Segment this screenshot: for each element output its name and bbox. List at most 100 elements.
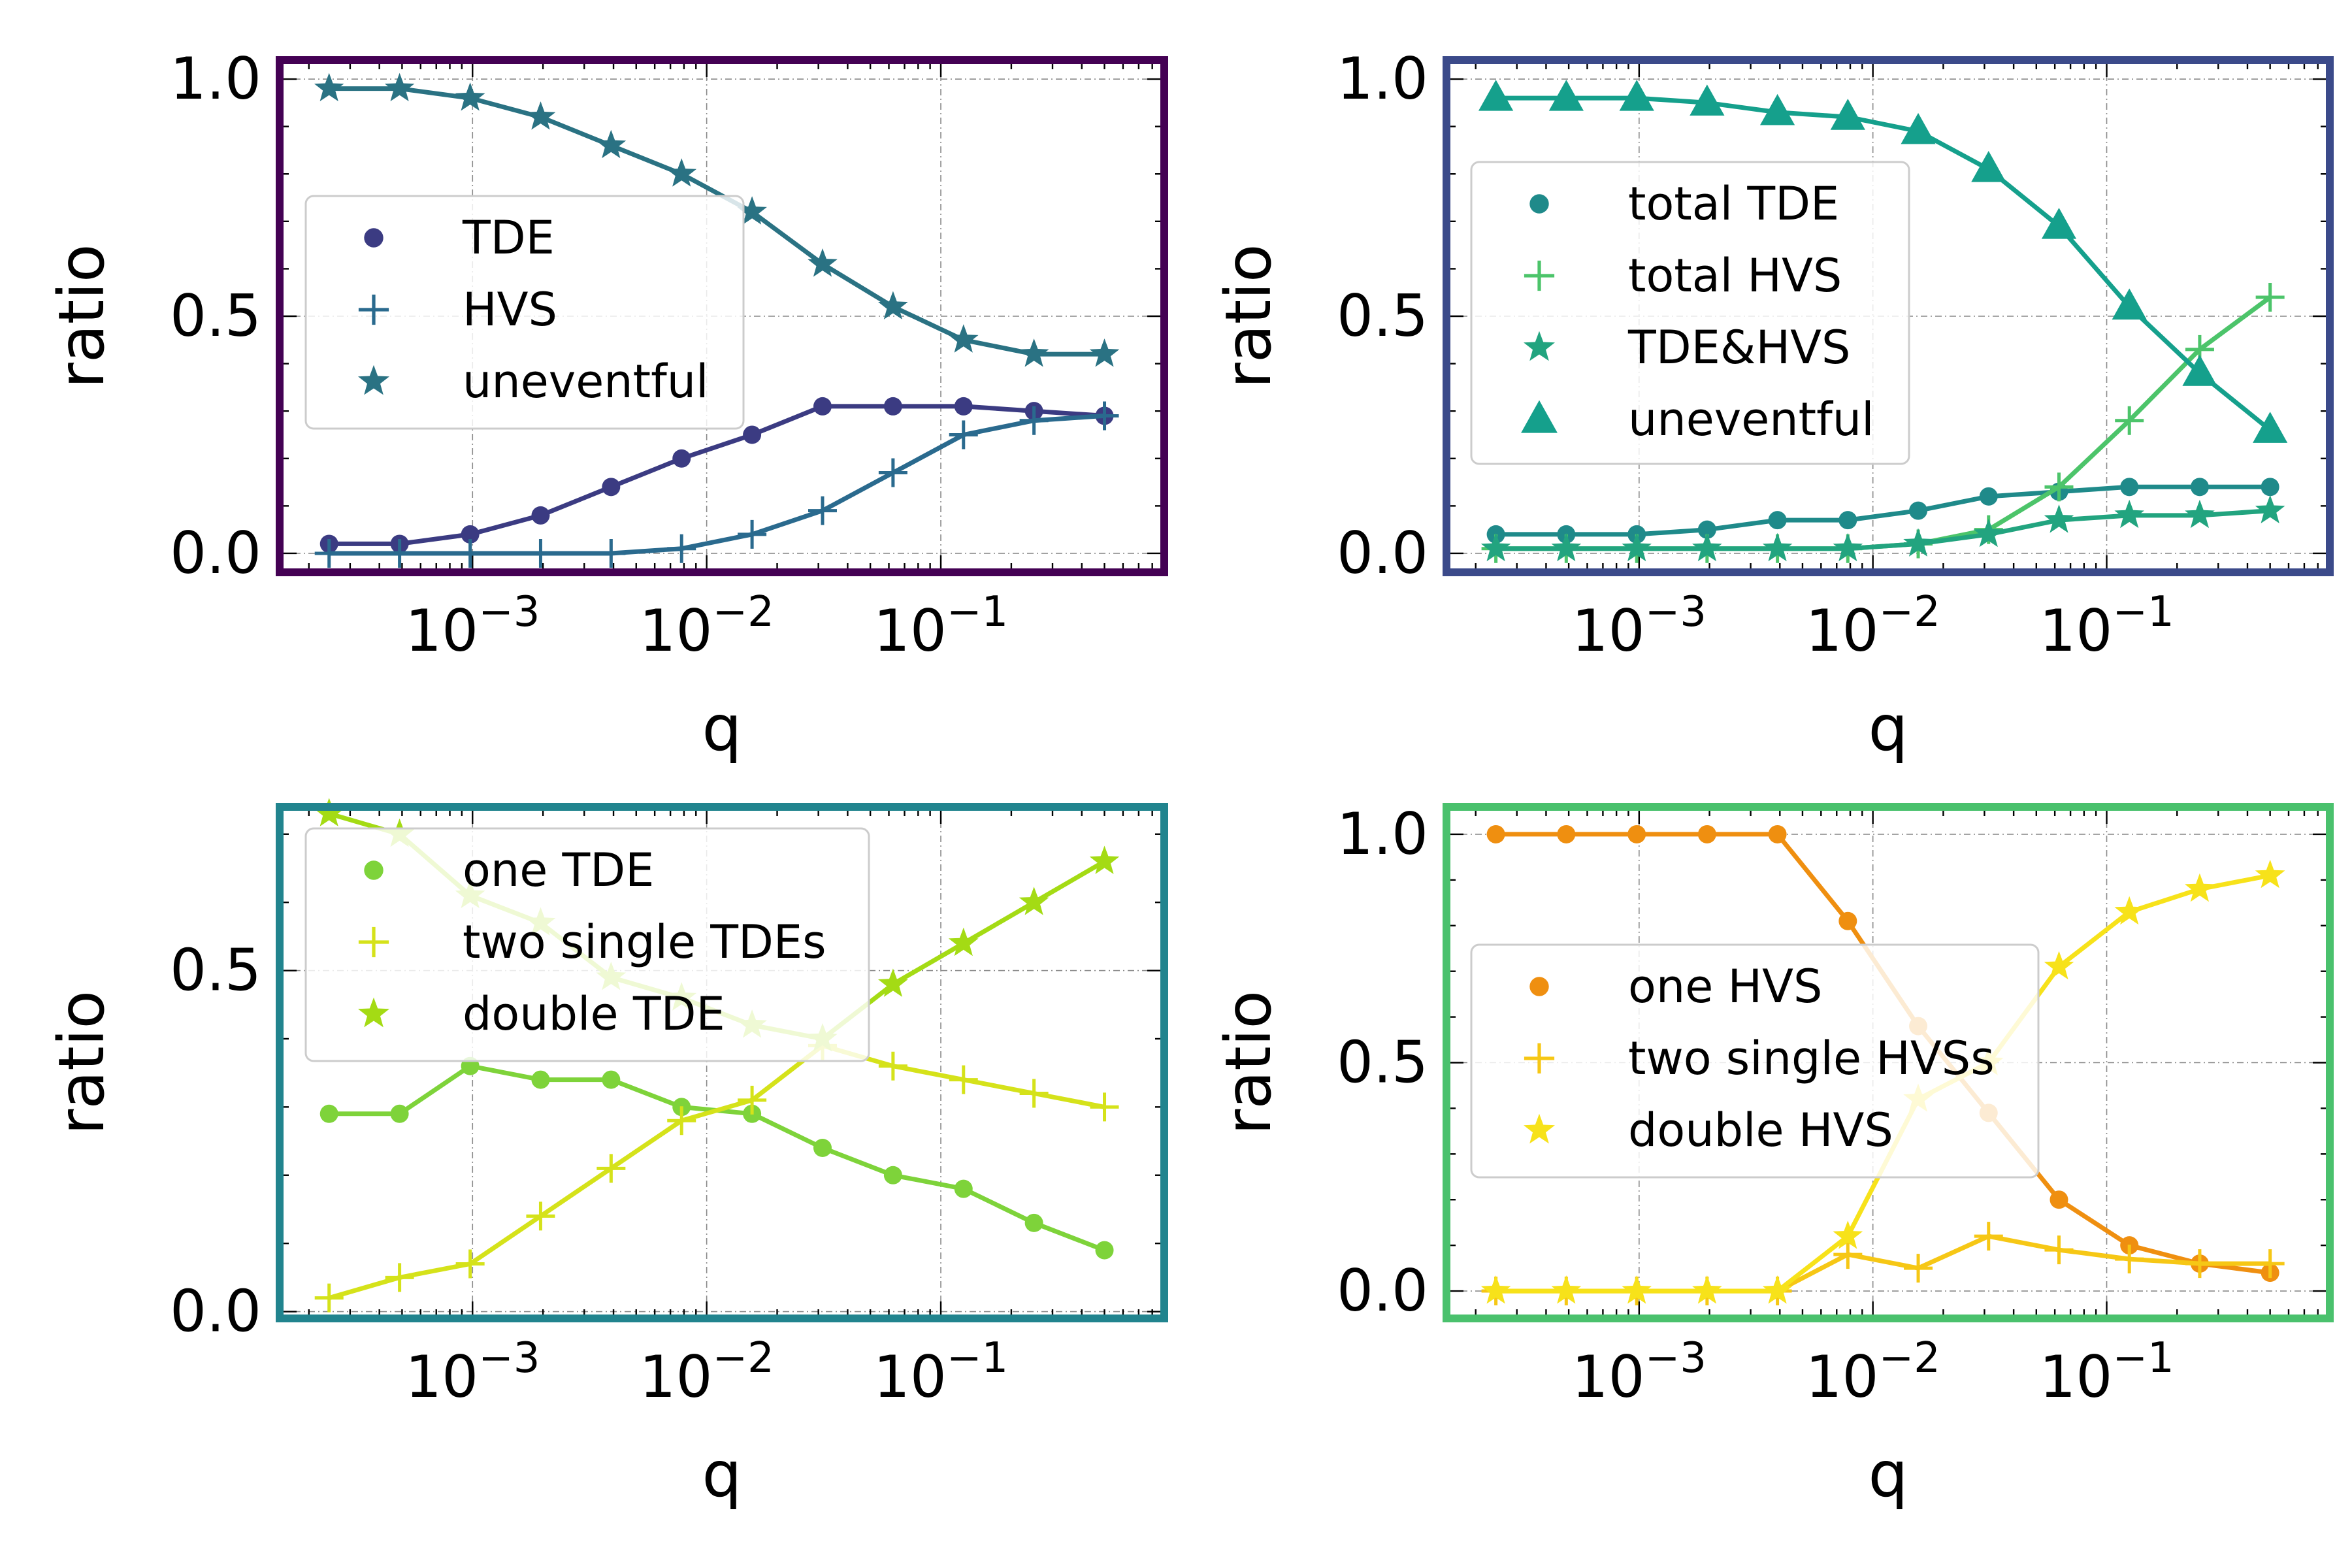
data-point (1692, 532, 1722, 562)
plot-frame (276, 803, 1168, 1322)
data-point (1833, 1220, 1863, 1249)
legend-marker-hvs (358, 294, 389, 325)
data-point (2255, 859, 2285, 889)
data-point (2255, 1249, 2285, 1279)
data-point (314, 538, 344, 568)
y-axis-label: ratio (1212, 244, 1285, 388)
series-total-tde (1486, 478, 2279, 544)
y-axis-label: ratio (45, 990, 118, 1135)
data-point (808, 248, 838, 277)
y-tick-label: 0.0 (170, 1278, 261, 1345)
legend-box (1470, 161, 1910, 465)
series-line-hvs (329, 413, 1105, 556)
legend-marker-double-tde (358, 997, 389, 1028)
x-tick-label: 10−1 (874, 588, 1008, 664)
data-point (314, 798, 344, 826)
data-point (883, 397, 902, 416)
data-point (461, 525, 480, 544)
legend-marker-two-single-hvss (1524, 1043, 1555, 1074)
legend-marker-total-hvs (1524, 260, 1555, 291)
data-point (2044, 472, 2074, 502)
y-tick-label: 0.5 (170, 937, 261, 1004)
data-point (1095, 1241, 1114, 1260)
data-point (666, 158, 697, 187)
y-tick-label: 0.5 (170, 282, 261, 350)
data-point (1019, 406, 1049, 435)
legend-marker-uneventful (358, 365, 389, 395)
data-point (672, 449, 691, 468)
data-point (949, 1065, 978, 1094)
series-line-one-tde (329, 1064, 1105, 1252)
data-point (1979, 487, 1998, 506)
data-point (1973, 518, 2004, 547)
series-line-tde (329, 404, 1105, 546)
data-point (883, 1166, 902, 1184)
data-point (1909, 501, 1928, 520)
data-point (1762, 1275, 1793, 1304)
data-point (2050, 1190, 2068, 1209)
legend-marker-one-tde (364, 860, 384, 880)
legend-label-double-hvs: double HVS (1628, 1103, 1893, 1157)
data-point (2115, 1245, 2144, 1274)
chart-panel-1: 0.0 0.5 1.0 10−3 10−2 10−1 q ratio TDE HVS unevent… (45, 45, 1168, 765)
data-point (1759, 93, 1795, 125)
data-point (455, 82, 485, 111)
legend-marker-one-hvs (1529, 977, 1549, 996)
data-point (2041, 208, 2077, 239)
y-tick-label: 1.0 (1337, 800, 1428, 868)
legend-label-one-tde: one TDE (463, 843, 654, 897)
y-tick-label: 1.0 (1337, 45, 1428, 112)
legend-label-total-tde: total TDE (1628, 177, 1839, 231)
x-tick-label: 10−3 (405, 1334, 540, 1411)
x-tick-label: 10−1 (2039, 588, 2174, 664)
legend-label-uneventful: uneventful (463, 355, 709, 408)
data-point (1480, 1275, 1511, 1304)
data-point (1019, 887, 1049, 915)
data-point (602, 478, 621, 497)
data-point (2044, 951, 2074, 980)
data-point (314, 73, 344, 101)
data-point (1690, 84, 1725, 116)
data-point (2255, 495, 2285, 523)
data-point (948, 927, 979, 956)
data-point (1904, 1254, 1933, 1283)
data-point (1548, 80, 1584, 111)
data-point (1697, 520, 1716, 539)
chart-panel-4: 0.0 0.5 1.0 10−3 10−2 10−1 q ratio one HVS two si… (1212, 800, 2334, 1511)
data-point (455, 538, 485, 568)
series-line-tde-and-hvs (1495, 508, 2270, 551)
data-point (2120, 478, 2139, 497)
data-point (1551, 1275, 1582, 1304)
data-point (1838, 911, 1857, 930)
data-point (1762, 532, 1793, 562)
series-uneventful (1478, 80, 2288, 443)
y-tick-label: 0.5 (1337, 1029, 1428, 1096)
data-point (596, 1154, 626, 1183)
x-tick-label: 10−3 (405, 588, 540, 664)
data-point (738, 1085, 767, 1115)
data-point (2185, 873, 2215, 902)
data-point (954, 1179, 973, 1198)
data-point (2185, 499, 2215, 529)
data-point (2112, 288, 2147, 320)
data-point (2115, 406, 2144, 435)
data-point (525, 101, 556, 130)
series-uneventful (314, 73, 1120, 367)
legend-label-tde-and-hvs: TDE&HVS (1627, 321, 1850, 374)
legend-label-uneventful: uneventful (1628, 393, 1874, 446)
data-point (1090, 1092, 1119, 1122)
legend-label-tde: TDE (462, 211, 555, 265)
data-point (2255, 282, 2285, 312)
data-point (813, 1139, 832, 1157)
data-point (319, 1104, 338, 1123)
legend-box (304, 827, 870, 1062)
data-point (808, 496, 837, 525)
series-line-uneventful (329, 86, 1105, 357)
data-point (878, 458, 907, 487)
data-point (878, 968, 908, 997)
x-axis-label: q (702, 692, 742, 765)
legend: one TDE two single TDEs double TDE (304, 827, 870, 1062)
legend: total TDE total HVS TDE&HVS uneventful (1470, 161, 1910, 465)
data-point (878, 1051, 907, 1081)
y-tick-label: 1.0 (170, 45, 261, 112)
